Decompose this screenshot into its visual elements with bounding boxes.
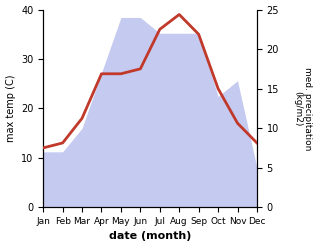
Y-axis label: med. precipitation
(kg/m2): med. precipitation (kg/m2) xyxy=(293,67,313,150)
X-axis label: date (month): date (month) xyxy=(109,231,191,242)
Y-axis label: max temp (C): max temp (C) xyxy=(5,75,16,142)
